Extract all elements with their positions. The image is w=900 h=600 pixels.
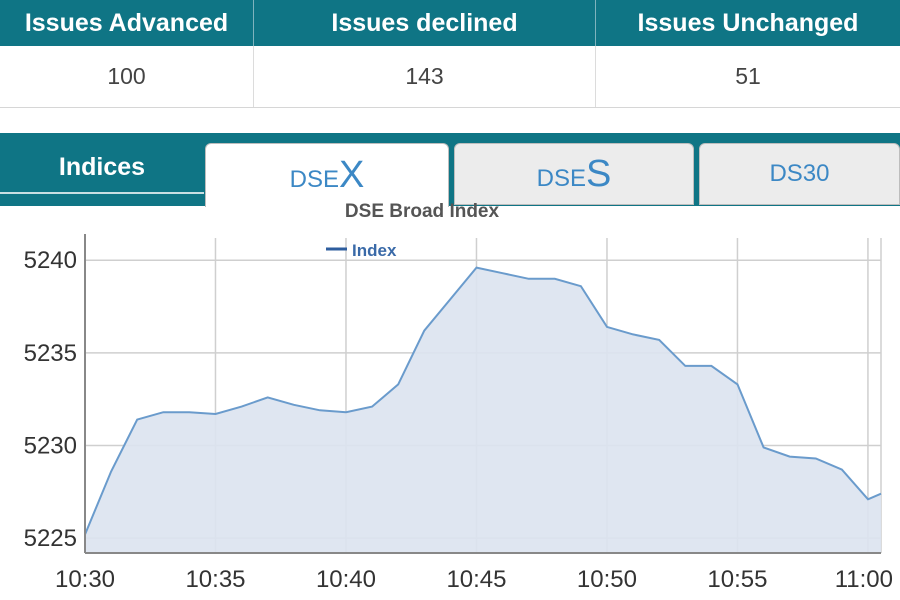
- x-tick-label: 10:55: [707, 566, 767, 593]
- x-tick-label: 10:30: [55, 566, 115, 593]
- index-series-line: [84, 266, 882, 535]
- tab-dses-suffix: S: [586, 152, 612, 195]
- x-axis-ticks: 10:30 10:35 10:40 10:45 10:50 10:55 11:00: [55, 566, 893, 593]
- indices-section-label: Indices: [58, 152, 146, 181]
- issues-unchanged-header: Issues Unchanged: [637, 8, 859, 37]
- tab-dsex[interactable]: DSEX: [205, 143, 449, 207]
- market-stats-values: 100 143 51: [0, 46, 900, 108]
- market-stats-header: Issues Advanced Issues declined Issues U…: [0, 0, 900, 46]
- issues-advanced-header: Issues Advanced: [0, 0, 254, 46]
- chart-title: DSE Broad Index: [345, 201, 500, 222]
- x-tick-label: 10:45: [446, 566, 506, 593]
- tab-dses-prefix: DSE: [536, 164, 586, 192]
- tab-dsex-suffix: X: [339, 154, 365, 196]
- tab-dses[interactable]: DSES: [454, 143, 694, 205]
- indices-underline: [0, 192, 204, 194]
- tab-dsex-prefix: DSE: [289, 166, 339, 193]
- issues-unchanged-value: 51: [735, 63, 761, 89]
- chart-axes: [84, 234, 881, 554]
- tab-ds30-label: DS30: [769, 160, 830, 187]
- y-tick-label: 5240: [24, 247, 77, 274]
- issues-advanced-value: 100: [0, 46, 254, 107]
- x-tick-label: 10:40: [316, 566, 376, 593]
- x-tick-label: 10:35: [185, 566, 245, 593]
- y-tick-label: 5235: [24, 340, 77, 367]
- x-tick-label: 10:50: [577, 566, 637, 593]
- x-tick-label: 11:00: [835, 566, 893, 593]
- issues-declined-value: 143: [254, 46, 596, 107]
- index-area-fill: [85, 267, 881, 553]
- tab-ds30[interactable]: DS30: [699, 143, 900, 205]
- y-axis-ticks: 5225 5230 5235 5240: [24, 247, 77, 552]
- y-tick-label: 5230: [24, 433, 77, 460]
- issues-declined-header: Issues declined: [254, 0, 596, 46]
- legend-label-index: Index: [352, 241, 397, 260]
- y-tick-label: 5225: [24, 525, 77, 552]
